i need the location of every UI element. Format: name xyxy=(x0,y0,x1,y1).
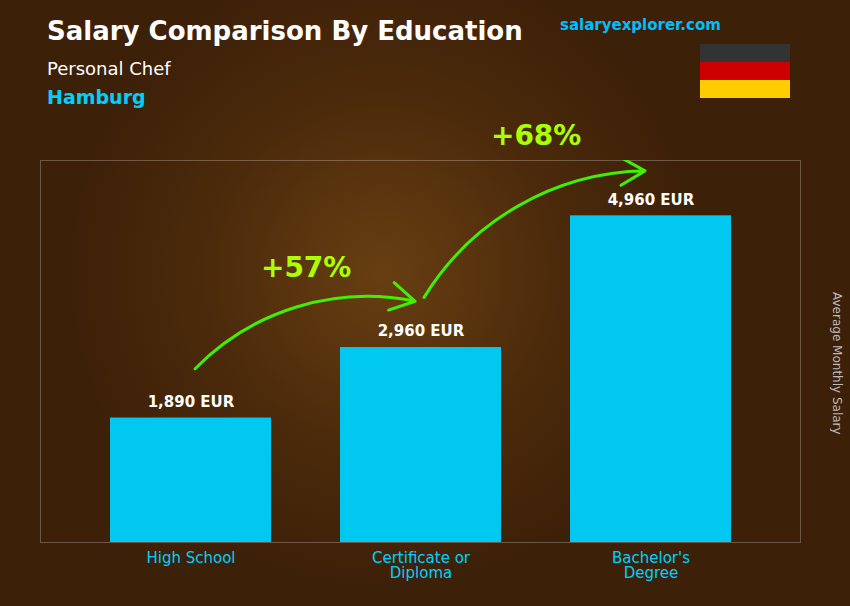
svg-text:Certificate orDiploma: Certificate orDiploma xyxy=(372,549,471,582)
svg-text:1,890 EUR: 1,890 EUR xyxy=(148,393,235,411)
html-text:Salary Comparison By Education: Salary Comparison By Education xyxy=(47,16,523,46)
html-text:Personal Chef: Personal Chef xyxy=(47,58,171,79)
html-text:salaryexplorer.com: salaryexplorer.com xyxy=(560,16,721,34)
svg-text:Bachelor'sDegree: Bachelor'sDegree xyxy=(612,549,690,582)
svg-text:2,960 EUR: 2,960 EUR xyxy=(378,322,465,340)
svg-text:4,960 EUR: 4,960 EUR xyxy=(608,191,695,209)
svg-text:+68%: +68% xyxy=(491,119,581,152)
svg-text:High School: High School xyxy=(146,549,235,567)
svg-text:+57%: +57% xyxy=(261,251,351,284)
html-text:Average Monthly Salary: Average Monthly Salary xyxy=(830,291,844,435)
html-text:Hamburg: Hamburg xyxy=(47,86,146,108)
